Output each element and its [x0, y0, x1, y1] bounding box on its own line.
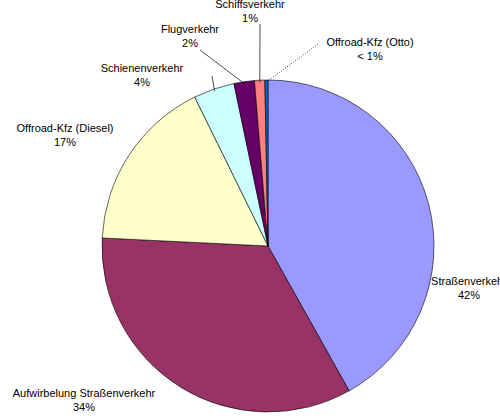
slice-value-label: 1% [242, 12, 258, 24]
slice-value-label: 2% [182, 37, 198, 49]
slice-label: Schiffsverkehr [215, 0, 285, 10]
slice-label: Aufwirbelung Straßenverkehr [13, 387, 156, 399]
leader-line [266, 44, 318, 82]
slice-value-label: 34% [73, 401, 95, 413]
pie-slice [265, 80, 268, 246]
slice-label: Flugverkehr [161, 23, 219, 35]
slice-label: Straßenverkehr [431, 275, 500, 287]
leader-line [212, 76, 215, 91]
chart: Straßenverkehr 42% Aufwirbelung Straßenver… [0, 0, 500, 419]
labels: Straßenverkehr 42% Aufwirbelung Straßenver… [13, 0, 500, 413]
slice-label: Schienenverkehr [101, 62, 184, 74]
slice-value-label: 4% [134, 76, 150, 88]
slice-label: Offroad-Kfz (Diesel) [17, 122, 114, 134]
slices [102, 80, 434, 412]
leader-line [200, 50, 244, 84]
pie-slice [254, 80, 268, 246]
slice-value-label: 42% [458, 289, 480, 301]
slice-value-label: < 1% [357, 50, 383, 62]
slice-value-label: 17% [54, 136, 76, 148]
leader-line [259, 24, 260, 82]
pie-slice [102, 238, 349, 412]
slice-label: Offroad-Kfz (Otto) [326, 36, 413, 48]
pie-slice [234, 81, 268, 246]
